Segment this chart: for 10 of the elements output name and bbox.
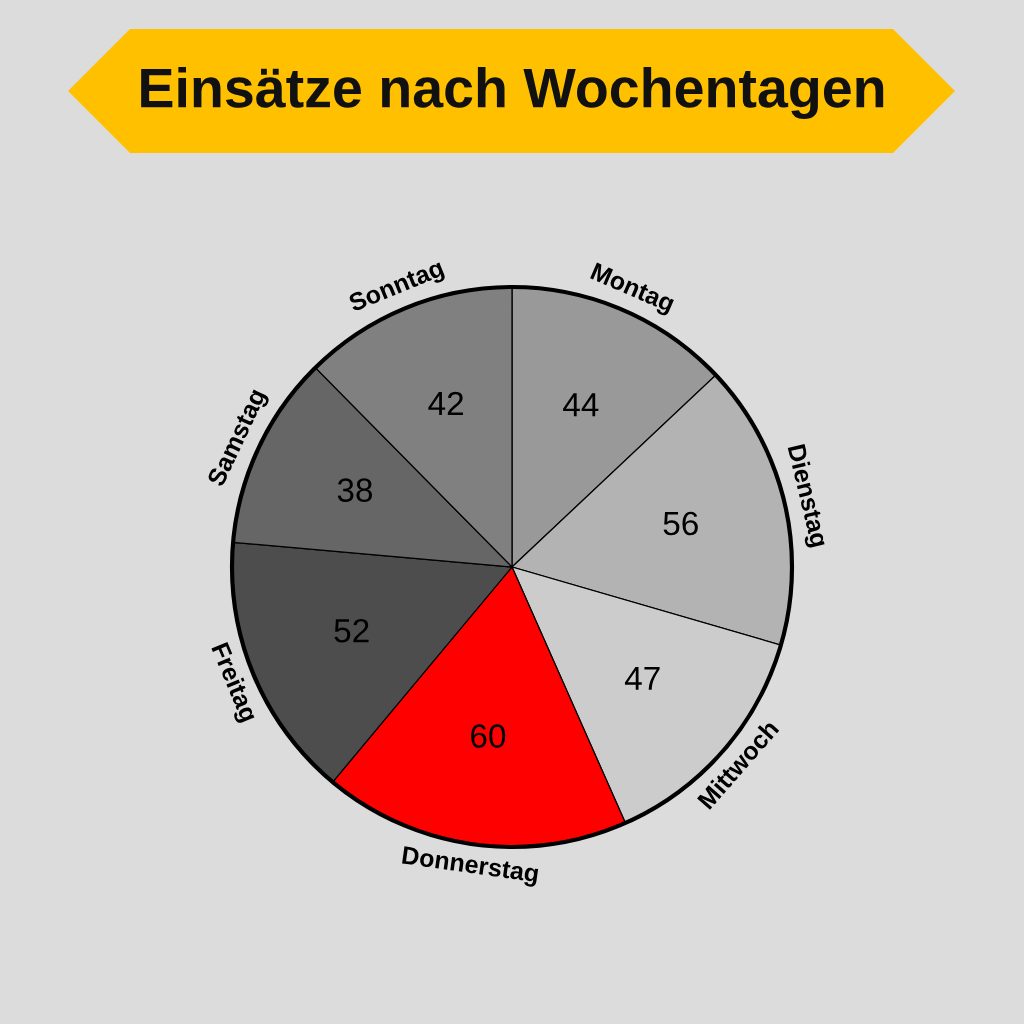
data-label: 42 (428, 391, 463, 415)
data-label: 60 (471, 724, 506, 748)
data-label: 52 (334, 618, 369, 643)
data-label: 38 (337, 478, 373, 502)
data-label: 56 (663, 511, 698, 536)
slice-label: Donnerstag (401, 846, 539, 888)
data-label: 44 (563, 393, 599, 417)
slice-label: Dienstag (782, 443, 830, 549)
data-label: 47 (624, 666, 660, 690)
chart-title: Einsätze nach Wochentagen (141, 66, 884, 120)
